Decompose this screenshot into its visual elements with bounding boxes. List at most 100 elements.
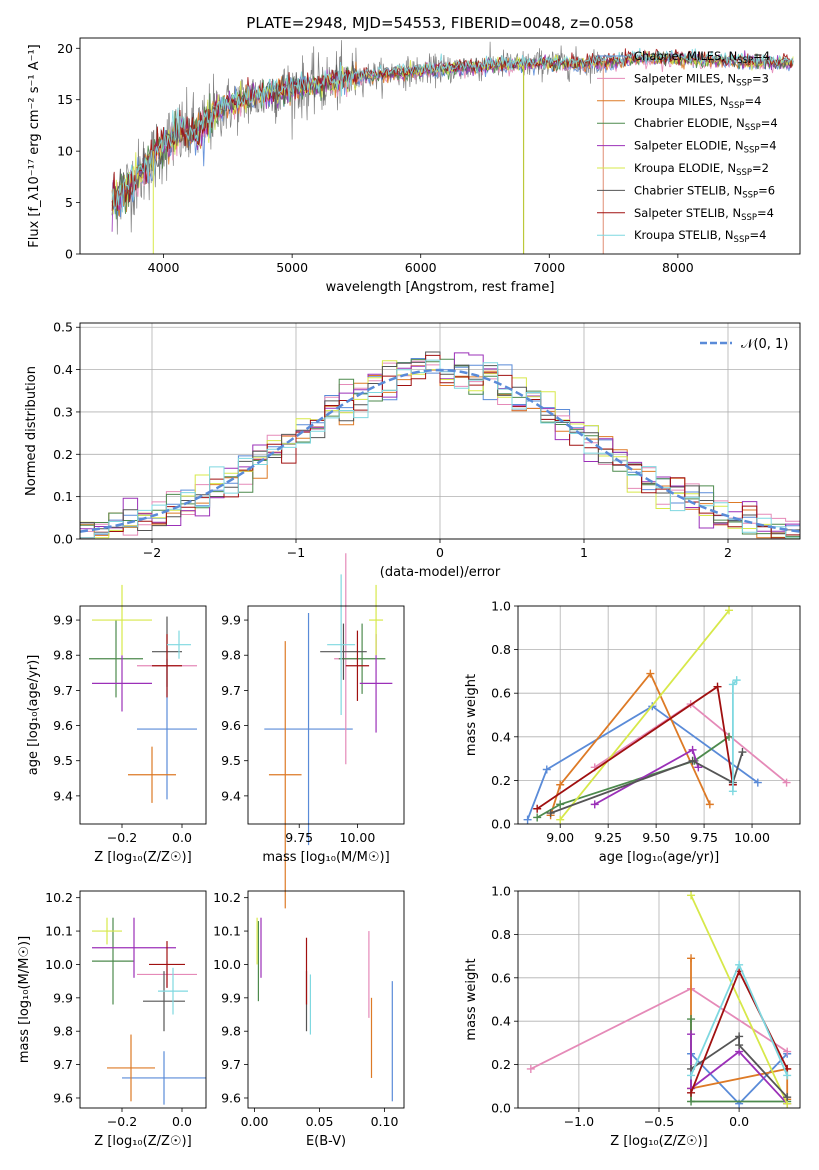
- z_mass-frame: [79, 890, 207, 1109]
- residuals-xtick-label: −1: [287, 545, 305, 560]
- z_age-point-7: [152, 634, 182, 698]
- z_mass-point-8: [158, 967, 188, 1015]
- weight_age-line: [550, 751, 744, 814]
- weight_z-marker: [687, 1015, 696, 1024]
- weight_z-panel: −1.0 −0.5 0.0 0.0 0.2 0.4 0.6 0.8 1.0 Z [log₁₀(Z/…: [464, 884, 801, 1149]
- weight_age-marker: [556, 815, 565, 824]
- mass_age-xtick-label: 10.00: [340, 830, 376, 845]
- weight_age-ytick-label: 1.0: [491, 599, 511, 614]
- weight_age-xtick-label: 9.50: [642, 830, 670, 845]
- weight_age-grid: [518, 605, 800, 825]
- weight_z-ytick-label: 0.8: [491, 927, 511, 942]
- ebv_mass-ytick-label: 10.1: [213, 924, 241, 939]
- gaussian-curve: [80, 368, 800, 533]
- weight_z-xlabel: Z [log₁₀(Z/Z☉)]: [610, 1134, 707, 1149]
- weight_age-marker: [590, 800, 599, 809]
- z_mass-point-0: [122, 1051, 206, 1105]
- weight_age-xtick-label: 9.00: [546, 830, 574, 845]
- weight_z-xtick-label: 0.0: [729, 1114, 749, 1129]
- z_mass-panel: −0.2 0.0 9.6 9.7 9.8 9.9 10.0 10.1 10.2 Z [log₁₀(…: [17, 890, 207, 1149]
- weight_z-marker: [735, 1041, 744, 1050]
- weight_age-line: [594, 702, 788, 784]
- legend-label-sub: SSP: [736, 168, 752, 178]
- z_mass-data: [92, 917, 206, 1105]
- z_age-point-8: [167, 630, 191, 659]
- mass_age-ytick-label: 9.8: [221, 648, 241, 663]
- legend-label: Kroupa MILES, NSSP=4: [634, 94, 761, 111]
- weight_age-marker: [546, 809, 555, 818]
- z_mass-xlabel: Z [log₁₀(Z/Z☉)]: [94, 1134, 191, 1149]
- z_mass-ytick-label: 10.1: [45, 924, 73, 939]
- legend-label: Chabrier STELIB, NSSP=6: [634, 183, 775, 200]
- residuals-xlabel: (data-model)/error: [380, 565, 501, 580]
- spectrum-xlabel: wavelength [Angstrom, rest frame]: [326, 280, 555, 295]
- z_mass-point-5: [92, 917, 122, 945]
- residuals-xtick-label: 2: [724, 545, 732, 560]
- legend-label-tail: =4: [760, 139, 777, 153]
- weight_z-marker: [783, 1071, 792, 1080]
- residuals-panel: −2 −1 0 1 2 0.0 0.1 0.2 0.3 0.4 0.5 (data-model)/er…: [24, 320, 801, 580]
- legend-label-main: Salpeter MILES, N: [634, 71, 736, 85]
- residuals-ytick-label: 0.2: [53, 447, 73, 462]
- weight_age-marker: [556, 800, 565, 809]
- z_age-ytick-label: 9.5: [53, 753, 73, 768]
- mass_age-data: [264, 553, 393, 909]
- ebv_mass-ytick-label: 9.9: [221, 990, 241, 1005]
- legend-label-main: Salpeter ELODIE, N: [634, 139, 744, 153]
- weight_age-line: [536, 736, 730, 819]
- weight_z-marker: [526, 1064, 535, 1073]
- z_age-ytick-label: 9.7: [53, 683, 73, 698]
- residuals-ytick-label: 0.4: [53, 362, 73, 377]
- z_age-point-4: [92, 655, 152, 712]
- residuals-xtick-label: 1: [580, 545, 588, 560]
- legend-label-main: Chabrier ELODIE, N: [634, 116, 745, 130]
- weight_z-marker: [783, 1047, 792, 1056]
- residuals-ytick-label: 0.3: [53, 404, 73, 419]
- weight_age-marker: [738, 748, 747, 757]
- residuals-data: [80, 351, 800, 539]
- residuals-frame: [79, 322, 801, 540]
- legend-label-sub: SSP: [734, 235, 750, 245]
- legend-label-tail: =3: [752, 71, 769, 85]
- residuals-xtick-label: 0: [436, 545, 444, 560]
- z_mass-xtick-label: 0.0: [172, 1114, 192, 1129]
- z_age-ytick-label: 9.8: [53, 648, 73, 663]
- ebv_mass-ytick-label: 9.8: [221, 1024, 241, 1039]
- residuals-ytick-label: 0.0: [53, 532, 73, 547]
- mass_age-xlabel: mass [log₁₀(M/M☉)]: [262, 850, 389, 865]
- weight_z-line: [690, 894, 789, 1105]
- weight_z-axes: −1.0 −0.5 0.0 0.0 0.2 0.4 0.6 0.8 1.0 Z [log₁₀(Z/…: [464, 884, 801, 1149]
- spectrum-ytick-label: 0: [65, 247, 73, 262]
- legend-label-tail: =6: [758, 183, 775, 197]
- weight_age-xtick-label: 9.25: [594, 830, 622, 845]
- weight_z-ytick-label: 0.0: [491, 1101, 511, 1116]
- mass_age-point-6: [320, 623, 367, 680]
- weight_age-series-0: [523, 702, 762, 824]
- z_age-point-3: [89, 620, 143, 698]
- z_mass-point-7: [149, 941, 185, 988]
- weight_z-marker: [687, 954, 696, 963]
- weight_age-line: [526, 705, 759, 820]
- weight_z-ytick-label: 0.2: [491, 1057, 511, 1072]
- mass_age-ytick-label: 9.5: [221, 753, 241, 768]
- legend-label-sub: SSP: [745, 123, 761, 133]
- z_mass-ytick-label: 9.8: [53, 1024, 73, 1039]
- z_age-xlabel: Z [log₁₀(Z/Z☉)]: [94, 850, 191, 865]
- weight_age-frame: [517, 605, 801, 825]
- z_mass-ytick-label: 9.7: [53, 1057, 73, 1072]
- legend-label-tail: =4: [744, 94, 761, 108]
- ebv_mass-xtick-label: 0.00: [241, 1114, 269, 1129]
- ebv_mass-xtick-label: 0.05: [306, 1114, 334, 1129]
- weight_z-ytick-label: 0.6: [491, 970, 511, 985]
- weight_z-marker: [783, 1093, 792, 1102]
- legend-label-main: Chabrier MILES, N: [634, 49, 737, 63]
- mass_age-point-3: [338, 623, 386, 694]
- legend-label-sub: SSP: [737, 56, 753, 66]
- legend-label-main: Chabrier STELIB, N: [634, 183, 742, 197]
- weight_z-marker: [687, 891, 696, 900]
- z_age-ylabel: age [log₁₀(age/yr)]: [26, 655, 41, 776]
- z_age-axes: −0.2 0.0 9.4 9.5 9.6 9.7 9.8 9.9 Z [log₁₀(Z/Z☉)]…: [26, 605, 207, 865]
- legend-label-main: Kroupa MILES, N: [634, 94, 729, 108]
- weight_z-frame: [517, 890, 801, 1109]
- mass_age-xtick-label: 9.75: [285, 830, 313, 845]
